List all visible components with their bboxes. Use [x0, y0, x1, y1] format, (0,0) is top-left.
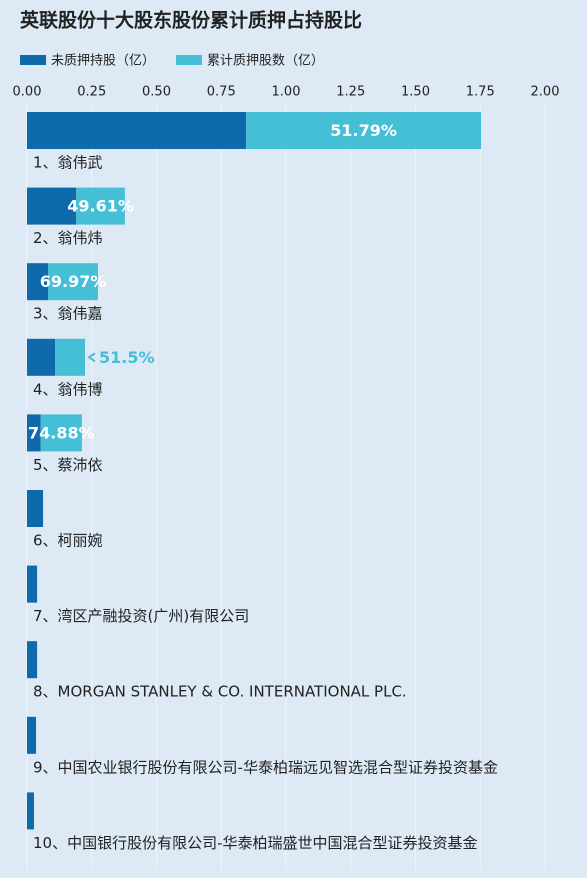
bar-segment [27, 263, 49, 301]
category-label: 3、翁伟嘉 [33, 305, 103, 323]
legend-swatch [20, 55, 46, 65]
bar-segment [27, 641, 38, 679]
x-tick-label: 0.75 [207, 85, 236, 100]
x-tick-label: 0.00 [13, 85, 42, 100]
category-label: 7、湾区产融投资(广州)有限公司 [33, 607, 249, 625]
category-label: 10、中国银行股份有限公司-华泰柏瑞盛世中国混合型证券投资基金 [33, 834, 478, 852]
bar-segment [27, 187, 77, 225]
ratio-label: 49.61% [67, 197, 134, 216]
bar-segment [246, 112, 482, 149]
bar-segment [27, 792, 34, 830]
ratio-label: 51.5% [99, 348, 155, 367]
ratio-label: 51.79% [330, 121, 397, 140]
category-label: 5、蔡沛依 [33, 456, 103, 474]
category-label: 9、中国农业银行股份有限公司-华泰柏瑞远见智选混合型证券投资基金 [33, 758, 498, 776]
legend-swatch [176, 55, 203, 65]
ratio-label: 74.88% [28, 423, 95, 442]
category-label: 1、翁伟武 [33, 154, 103, 172]
ratio-pointer [87, 352, 96, 363]
category-label: 4、翁伟博 [33, 380, 103, 398]
bar-segment [40, 414, 82, 452]
bar-segment [55, 338, 86, 376]
x-tick-label: 0.25 [77, 85, 106, 100]
ratio-label: 69.97% [40, 272, 107, 291]
x-tick-label: 2.00 [531, 85, 560, 100]
bar-segment [27, 716, 37, 754]
bar-segment [27, 490, 44, 527]
bar-segment [27, 112, 247, 149]
category-label: 2、翁伟炜 [33, 229, 103, 247]
bar-segment [27, 565, 38, 603]
x-tick-label: 1.75 [466, 85, 495, 100]
bar-segment [48, 263, 98, 301]
category-label: 8、MORGAN STANLEY & CO. INTERNATIONAL PLC… [33, 683, 407, 701]
x-tick-label: 1.50 [401, 85, 430, 100]
legend-label: 未质押持股（亿） [51, 54, 155, 69]
x-tick-label: 0.50 [142, 85, 171, 100]
x-tick-label: 1.00 [272, 85, 301, 100]
bar-segment [27, 414, 41, 452]
legend-label: 累计质押股数（亿） [207, 54, 324, 69]
bar-segment [76, 187, 125, 225]
bar-segment [27, 338, 56, 376]
category-label: 6、柯丽婉 [33, 532, 103, 550]
chart-title: 英联股份十大股东股份累计质押占持股比 [20, 9, 362, 32]
x-tick-label: 1.25 [336, 85, 365, 100]
